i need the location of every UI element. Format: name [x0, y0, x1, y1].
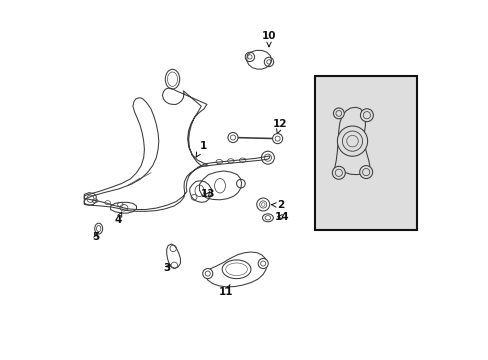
Text: 2: 2 [271, 200, 284, 210]
Text: 8: 8 [394, 162, 402, 172]
Text: 10: 10 [261, 31, 276, 47]
Text: 13: 13 [200, 189, 215, 199]
Circle shape [337, 126, 367, 156]
Text: 7: 7 [337, 198, 345, 208]
Circle shape [360, 109, 373, 122]
Circle shape [256, 198, 269, 211]
Text: 9: 9 [378, 199, 387, 210]
Text: 6: 6 [407, 153, 416, 163]
Text: 11: 11 [218, 284, 233, 297]
Text: 1: 1 [196, 141, 206, 157]
Circle shape [227, 132, 238, 143]
Circle shape [359, 166, 372, 179]
Text: 4: 4 [114, 212, 122, 225]
Circle shape [272, 134, 282, 144]
Text: 12: 12 [273, 119, 287, 135]
Circle shape [333, 108, 344, 119]
Circle shape [203, 269, 212, 279]
Ellipse shape [262, 214, 273, 222]
Ellipse shape [95, 223, 102, 234]
Circle shape [332, 166, 345, 179]
FancyBboxPatch shape [314, 76, 416, 230]
Circle shape [258, 258, 268, 269]
Text: 5: 5 [92, 232, 100, 242]
Text: 3: 3 [163, 263, 170, 273]
Text: 14: 14 [274, 212, 289, 222]
